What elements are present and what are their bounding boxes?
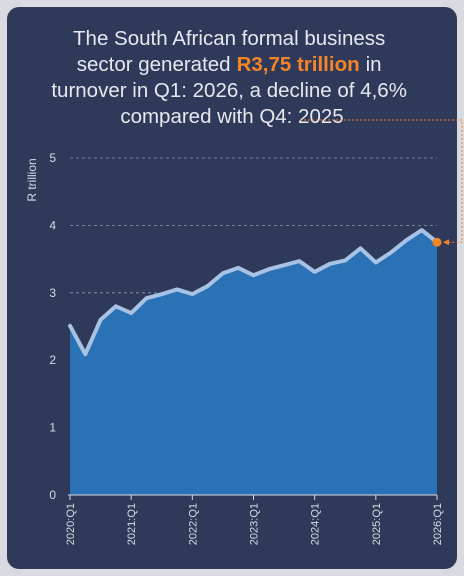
x-tick-label: 2021:Q1 <box>126 503 138 545</box>
x-tick-label: 2026:Q1 <box>432 503 444 545</box>
title-line: turnover in Q1: 2026, a decline of 4,6% <box>51 79 407 102</box>
leader-line <box>300 119 463 243</box>
x-tick-label: 2020:Q1 <box>65 503 77 545</box>
area <box>70 230 437 496</box>
x-tick-label: 2024:Q1 <box>310 503 322 545</box>
title-text: sector generated <box>77 53 231 76</box>
x-tick-label: 2023:Q1 <box>249 503 261 545</box>
highlight-dot <box>432 237 442 247</box>
x-tick-label: 2022:Q1 <box>187 503 199 545</box>
title-line: compared with Q4: 2025 <box>120 105 343 128</box>
y-axis-label: R trillion <box>25 158 39 201</box>
line <box>68 228 439 357</box>
leader-arrow <box>443 239 449 246</box>
title-highlight: R3,75 trillion <box>237 53 360 76</box>
title-line: The South African formal business <box>73 27 385 50</box>
y-tick-label: 2 <box>49 353 56 367</box>
title-text: in <box>366 53 382 76</box>
x-tick-label: 2025:Q1 <box>371 503 383 545</box>
y-tick-label: 1 <box>49 421 56 435</box>
y-tick-label: 3 <box>49 286 56 300</box>
y-tick-label: 4 <box>49 218 56 232</box>
y-tick-label: 0 <box>49 488 56 502</box>
y-tick-label: 5 <box>49 151 56 165</box>
title-line: sector generated R3,75 trillion in <box>77 53 382 76</box>
chart-title: The South African formal business sector… <box>51 27 412 128</box>
